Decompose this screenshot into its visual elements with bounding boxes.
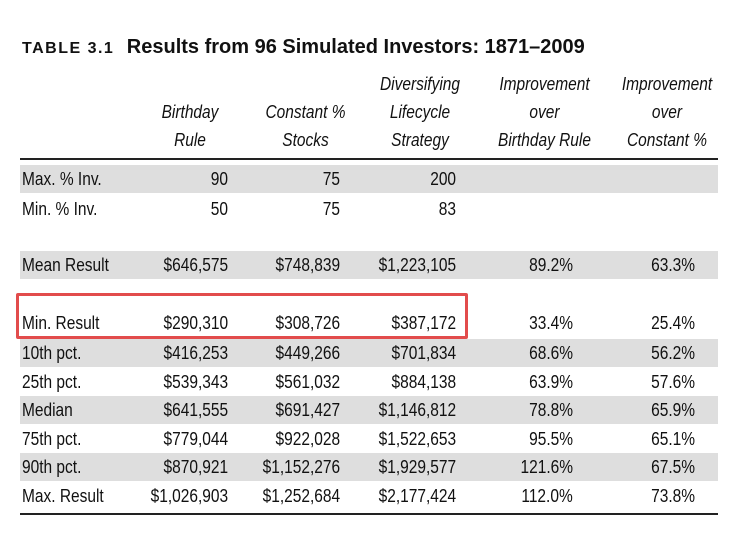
row-label: Max. % Inv.	[22, 169, 102, 189]
table-cell: 65.1%	[651, 429, 695, 449]
row-label: Mean Result	[22, 255, 109, 275]
row-label: 90th pct.	[22, 457, 82, 477]
table-cell: $2,177,424	[378, 486, 456, 506]
table-cell: 112.0%	[521, 486, 573, 506]
min-result-highlight-box	[16, 293, 468, 339]
table-title: TABLE 3.1 Results from 96 Simulated Inve…	[22, 36, 585, 59]
table-cell: 89.2%	[529, 255, 573, 275]
table-cell: $641,555	[163, 400, 228, 420]
table-cell: 90	[210, 169, 228, 189]
table-cell: 67.5%	[651, 457, 695, 477]
table-row: 25th pct. $539,343 $561,032 $884,138 63.9% 57…	[20, 368, 718, 396]
table-row: Min. Result $290,310 $308,726 $387,172 33.4%…	[20, 309, 718, 337]
table-cell: 57.6%	[651, 372, 695, 392]
table-cell: $387,172	[391, 313, 456, 333]
header-rule	[20, 158, 718, 160]
table-cell: $1,026,903	[150, 486, 228, 506]
table-cell: $870,921	[163, 457, 228, 477]
table-cell: $701,834	[391, 343, 456, 363]
row-label: 75th pct.	[22, 429, 82, 449]
table-cell: 56.2%	[651, 343, 695, 363]
header-improvement-constant: Improvement over Constant %	[621, 74, 713, 150]
table-cell: $922,028	[275, 429, 340, 449]
table-cell: 75	[322, 169, 340, 189]
table-cell: $691,427	[275, 400, 340, 420]
table-cell: $308,726	[275, 313, 340, 333]
table-label: TABLE 3.1	[22, 40, 115, 57]
table-cell: 121.6%	[520, 457, 573, 477]
table-cell: 63.9%	[529, 372, 573, 392]
table-cell: 75	[322, 199, 340, 219]
table-row: Min. % Inv. 50 75 83	[20, 195, 718, 223]
table-cell: 200	[430, 169, 456, 189]
table-cell: 50	[210, 199, 228, 219]
table-cell: $449,266	[275, 343, 340, 363]
table-cell: 68.6%	[529, 343, 573, 363]
table-cell: $1,146,812	[378, 400, 456, 420]
table-cell: $884,138	[391, 372, 456, 392]
table-cell: $1,252,684	[262, 486, 340, 506]
row-label: 10th pct.	[22, 343, 82, 363]
header-diversifying-lifecycle: Diversifying Lifecycle Strategy	[379, 74, 461, 150]
row-label: Median	[22, 400, 73, 420]
table-cell: $1,152,276	[262, 457, 340, 477]
header-birthday-rule: Birthday Rule	[161, 102, 219, 150]
table-row: Median $641,555 $691,427 $1,146,812 78.8% 65.…	[20, 396, 718, 424]
table-cell: 78.8%	[529, 400, 573, 420]
table-row: Mean Result $646,575 $748,839 $1,223,105 89.…	[20, 251, 718, 279]
table-row: 75th pct. $779,044 $922,028 $1,522,653 95.5%…	[20, 425, 718, 453]
table-cell: $1,522,653	[378, 429, 456, 449]
table-cell: $561,032	[275, 372, 340, 392]
table-cell: $539,343	[163, 372, 228, 392]
table-cell: $290,310	[163, 313, 228, 333]
table-row: 90th pct. $870,921 $1,152,276 $1,929,577 121…	[20, 453, 718, 481]
table-cell: 63.3%	[651, 255, 695, 275]
header-improvement-birthday: Improvement over Birthday Rule	[498, 74, 591, 150]
header-constant-stocks: Constant % Stocks	[265, 102, 346, 150]
table-cell: 83	[438, 199, 456, 219]
table-cell: 95.5%	[529, 429, 573, 449]
table-row: Max. Result $1,026,903 $1,252,684 $2,177,42…	[20, 482, 718, 510]
table-cell: $416,253	[163, 343, 228, 363]
row-label: 25th pct.	[22, 372, 82, 392]
table-cell: $1,223,105	[378, 255, 456, 275]
table-cell: $779,044	[163, 429, 228, 449]
table-cell: 73.8%	[651, 486, 695, 506]
table-cell: 25.4%	[651, 313, 695, 333]
row-label: Max. Result	[22, 486, 104, 506]
row-label: Min. Result	[22, 313, 100, 333]
table-cell: $748,839	[275, 255, 340, 275]
table-caption: Results from 96 Simulated Investors: 187…	[126, 36, 585, 58]
table-cell: 33.4%	[529, 313, 573, 333]
table-row: Max. % Inv. 90 75 200	[20, 165, 718, 193]
row-label: Min. % Inv.	[22, 199, 98, 219]
table-cell: $646,575	[163, 255, 228, 275]
bottom-rule	[20, 513, 718, 515]
table-row: 10th pct. $416,253 $449,266 $701,834 68.6% 56…	[20, 339, 718, 367]
table-cell: 65.9%	[651, 400, 695, 420]
table-cell: $1,929,577	[378, 457, 456, 477]
